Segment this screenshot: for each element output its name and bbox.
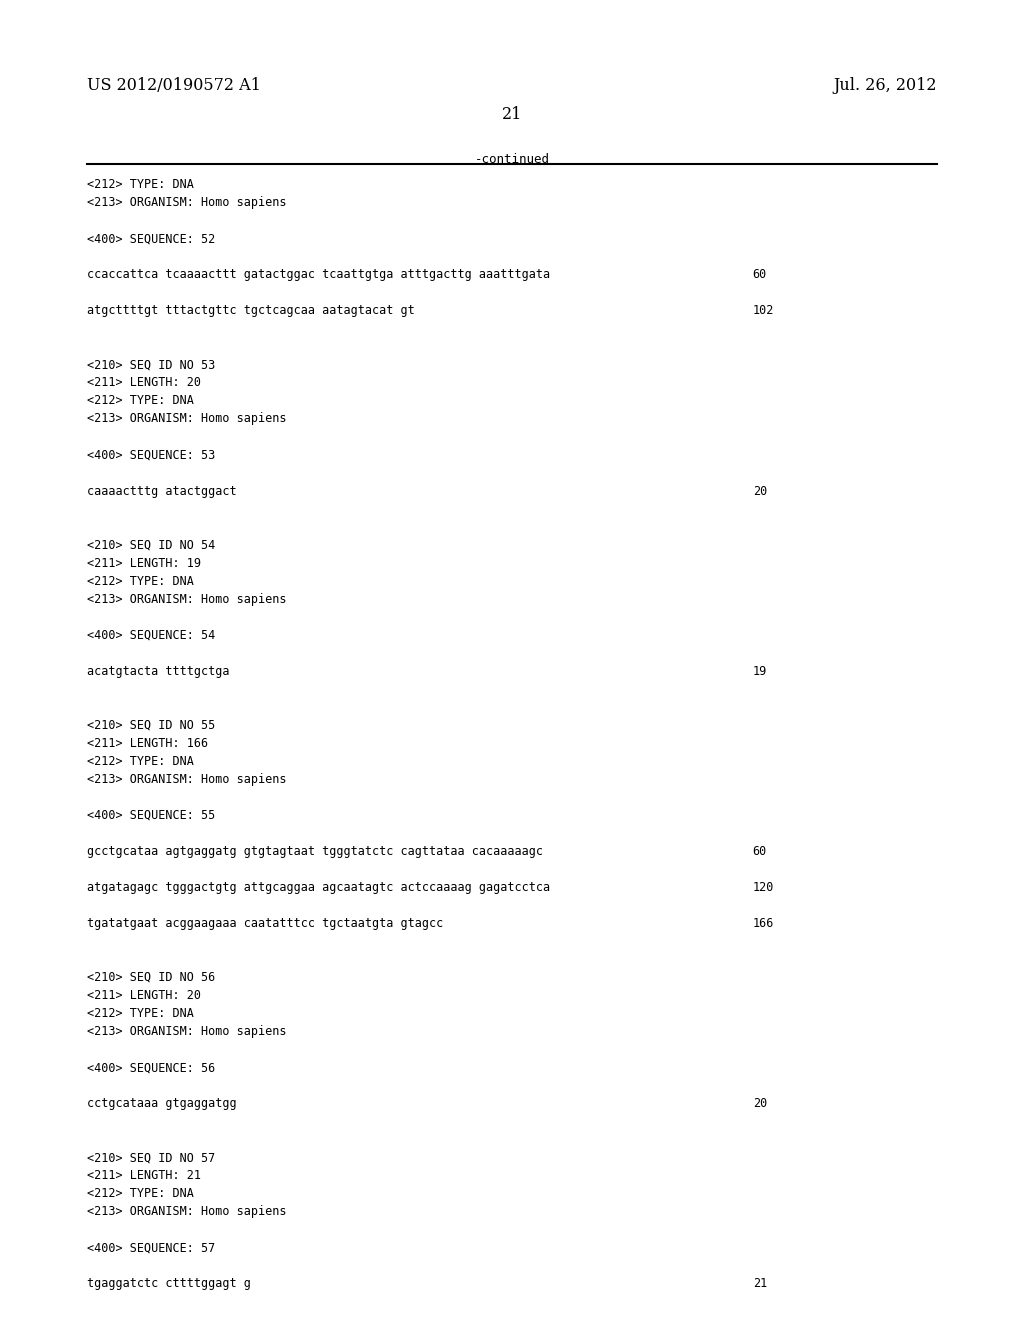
Text: <213> ORGANISM: Homo sapiens: <213> ORGANISM: Homo sapiens [87, 412, 287, 425]
Text: <213> ORGANISM: Homo sapiens: <213> ORGANISM: Homo sapiens [87, 772, 287, 785]
Text: 60: 60 [753, 268, 767, 281]
Text: <400> SEQUENCE: 53: <400> SEQUENCE: 53 [87, 449, 215, 462]
Text: <212> TYPE: DNA: <212> TYPE: DNA [87, 574, 194, 587]
Text: <210> SEQ ID NO 53: <210> SEQ ID NO 53 [87, 359, 215, 371]
Text: <213> ORGANISM: Homo sapiens: <213> ORGANISM: Homo sapiens [87, 1205, 287, 1218]
Text: gcctgcataa agtgaggatg gtgtagtaat tgggtatctc cagttataa cacaaaaagc: gcctgcataa agtgaggatg gtgtagtaat tgggtat… [87, 845, 543, 858]
Text: acatgtacta ttttgctga: acatgtacta ttttgctga [87, 665, 229, 677]
Text: caaaactttg atactggact: caaaactttg atactggact [87, 484, 237, 498]
Text: 21: 21 [502, 106, 522, 123]
Text: tgatatgaat acggaagaaa caatatttcc tgctaatgta gtagcc: tgatatgaat acggaagaaa caatatttcc tgctaat… [87, 917, 443, 929]
Text: cctgcataaa gtgaggatgg: cctgcataaa gtgaggatgg [87, 1097, 237, 1110]
Text: <400> SEQUENCE: 57: <400> SEQUENCE: 57 [87, 1241, 215, 1254]
Text: <213> ORGANISM: Homo sapiens: <213> ORGANISM: Homo sapiens [87, 593, 287, 606]
Text: <400> SEQUENCE: 52: <400> SEQUENCE: 52 [87, 232, 215, 246]
Text: 21: 21 [753, 1278, 767, 1290]
Text: <212> TYPE: DNA: <212> TYPE: DNA [87, 1007, 194, 1020]
Text: 120: 120 [753, 880, 774, 894]
Text: 102: 102 [753, 305, 774, 317]
Text: <212> TYPE: DNA: <212> TYPE: DNA [87, 178, 194, 191]
Text: <213> ORGANISM: Homo sapiens: <213> ORGANISM: Homo sapiens [87, 197, 287, 209]
Text: <211> LENGTH: 21: <211> LENGTH: 21 [87, 1170, 201, 1183]
Text: <212> TYPE: DNA: <212> TYPE: DNA [87, 1187, 194, 1200]
Text: <212> TYPE: DNA: <212> TYPE: DNA [87, 755, 194, 768]
Text: <400> SEQUENCE: 55: <400> SEQUENCE: 55 [87, 809, 215, 822]
Text: tgaggatctc cttttggagt g: tgaggatctc cttttggagt g [87, 1278, 251, 1290]
Text: <211> LENGTH: 166: <211> LENGTH: 166 [87, 737, 208, 750]
Text: 60: 60 [753, 845, 767, 858]
Text: 19: 19 [753, 665, 767, 677]
Text: <211> LENGTH: 20: <211> LENGTH: 20 [87, 989, 201, 1002]
Text: -continued: -continued [474, 153, 550, 166]
Text: <400> SEQUENCE: 56: <400> SEQUENCE: 56 [87, 1061, 215, 1074]
Text: 20: 20 [753, 484, 767, 498]
Text: atgatagagc tgggactgtg attgcaggaa agcaatagtc actccaaaag gagatcctca: atgatagagc tgggactgtg attgcaggaa agcaata… [87, 880, 550, 894]
Text: <210> SEQ ID NO 56: <210> SEQ ID NO 56 [87, 972, 215, 983]
Text: <211> LENGTH: 19: <211> LENGTH: 19 [87, 557, 201, 569]
Text: ccaccattca tcaaaacttt gatactggac tcaattgtga atttgacttg aaatttgata: ccaccattca tcaaaacttt gatactggac tcaattg… [87, 268, 550, 281]
Text: <210> SEQ ID NO 55: <210> SEQ ID NO 55 [87, 719, 215, 731]
Text: US 2012/0190572 A1: US 2012/0190572 A1 [87, 77, 261, 94]
Text: <211> LENGTH: 20: <211> LENGTH: 20 [87, 376, 201, 389]
Text: <210> SEQ ID NO 54: <210> SEQ ID NO 54 [87, 539, 215, 552]
Text: 166: 166 [753, 917, 774, 929]
Text: 20: 20 [753, 1097, 767, 1110]
Text: <210> SEQ ID NO 57: <210> SEQ ID NO 57 [87, 1151, 215, 1164]
Text: <213> ORGANISM: Homo sapiens: <213> ORGANISM: Homo sapiens [87, 1026, 287, 1038]
Text: <212> TYPE: DNA: <212> TYPE: DNA [87, 395, 194, 408]
Text: Jul. 26, 2012: Jul. 26, 2012 [834, 77, 937, 94]
Text: atgcttttgt tttactgttc tgctcagcaa aatagtacat gt: atgcttttgt tttactgttc tgctcagcaa aatagta… [87, 305, 415, 317]
Text: <400> SEQUENCE: 54: <400> SEQUENCE: 54 [87, 628, 215, 642]
